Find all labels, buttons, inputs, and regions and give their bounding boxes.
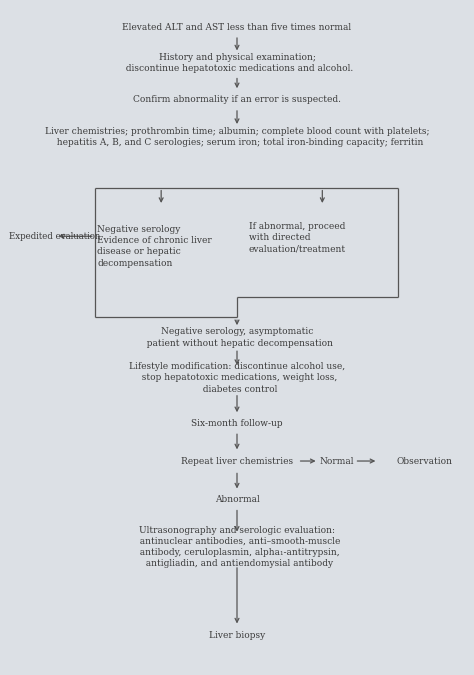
Text: Liver biopsy: Liver biopsy: [209, 631, 265, 641]
Text: Six-month follow-up: Six-month follow-up: [191, 418, 283, 428]
Text: If abnormal, proceed
with directed
evaluation/treatment: If abnormal, proceed with directed evalu…: [249, 222, 346, 253]
Text: Ultrasonography and serologic evaluation:
  antinuclear antibodies, anti–smooth-: Ultrasonography and serologic evaluation…: [134, 526, 340, 568]
Text: Abnormal: Abnormal: [215, 495, 259, 504]
Text: Negative serology
Evidence of chronic liver
disease or hepatic
decompensation: Negative serology Evidence of chronic li…: [97, 225, 212, 267]
Text: Liver chemistries; prothrombin time; albumin; complete blood count with platelet: Liver chemistries; prothrombin time; alb…: [45, 127, 429, 147]
Text: Elevated ALT and AST less than five times normal: Elevated ALT and AST less than five time…: [122, 22, 352, 32]
Text: Expedited evaluation: Expedited evaluation: [9, 232, 101, 241]
Text: History and physical examination;
  discontinue hepatotoxic medications and alco: History and physical examination; discon…: [120, 53, 354, 74]
Text: Observation: Observation: [396, 456, 452, 466]
Text: Confirm abnormality if an error is suspected.: Confirm abnormality if an error is suspe…: [133, 95, 341, 105]
Text: Normal: Normal: [319, 456, 354, 466]
Text: Lifestyle modification: discontinue alcohol use,
  stop hepatotoxic medications,: Lifestyle modification: discontinue alco…: [129, 362, 345, 394]
Text: Repeat liver chemistries: Repeat liver chemistries: [181, 456, 293, 466]
Text: Negative serology, asymptomatic
  patient without hepatic decompensation: Negative serology, asymptomatic patient …: [141, 327, 333, 348]
